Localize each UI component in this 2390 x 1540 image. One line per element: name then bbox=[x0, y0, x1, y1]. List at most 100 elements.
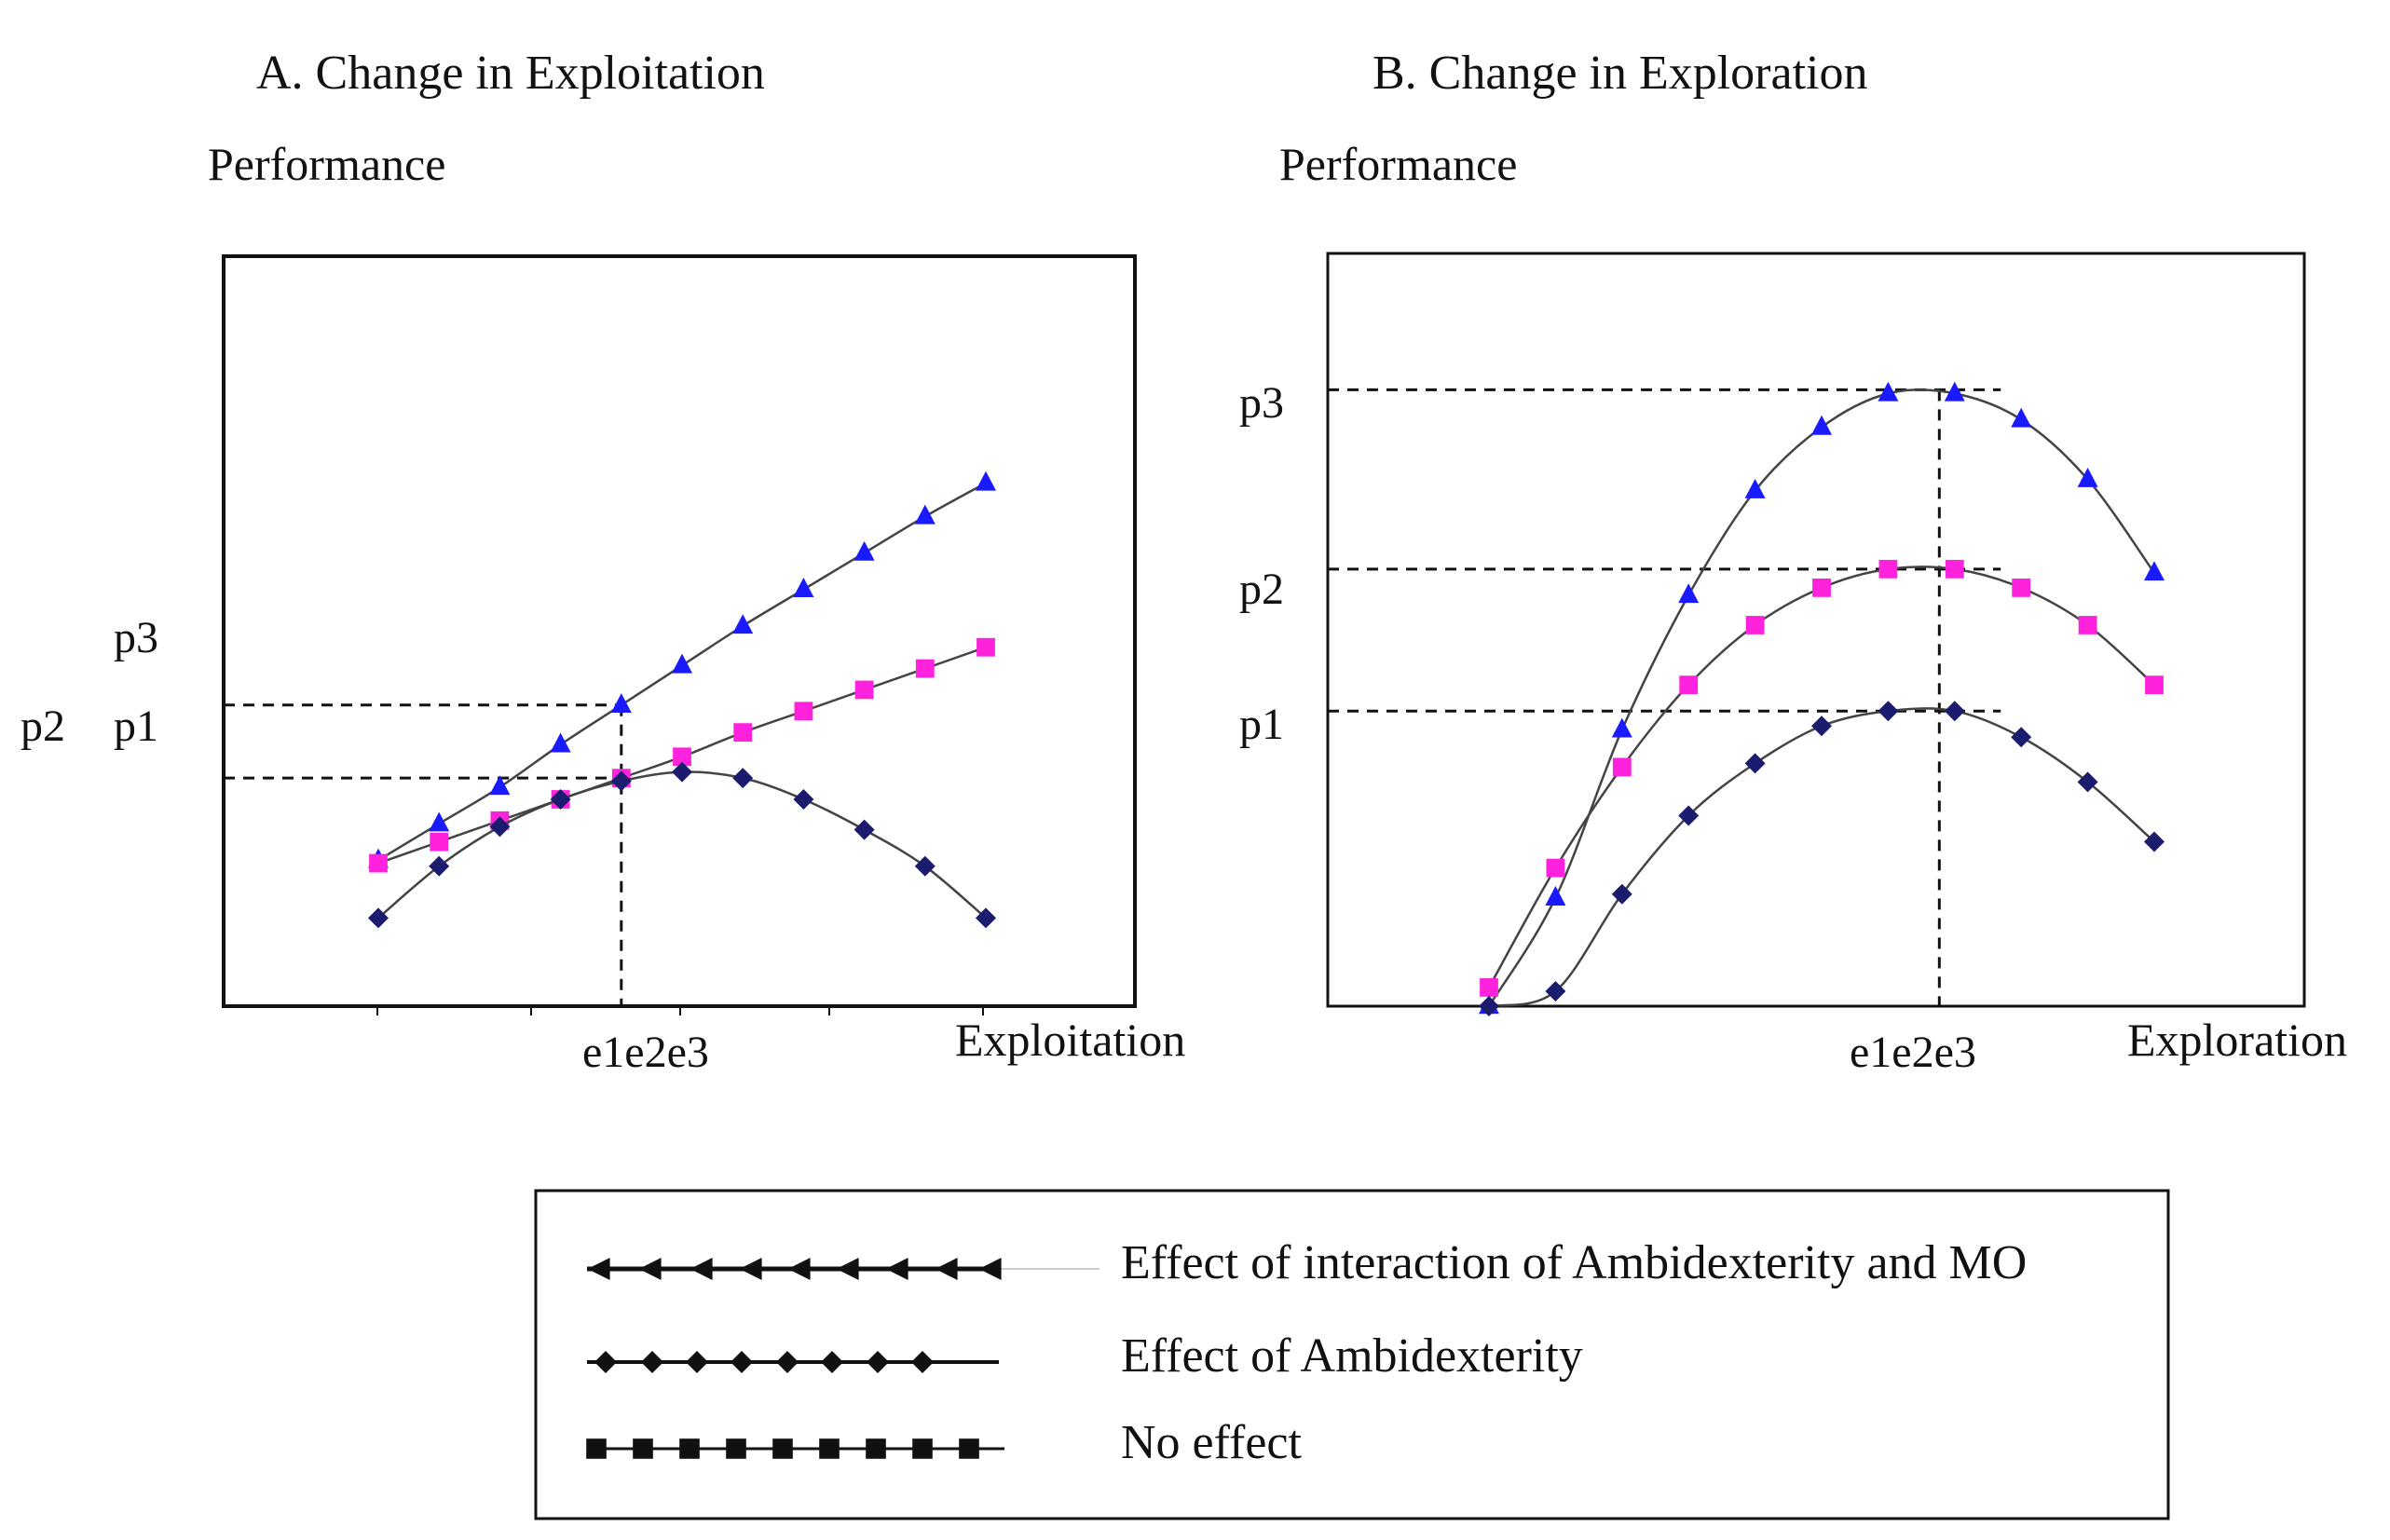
data-point-diamond bbox=[368, 907, 389, 929]
data-point-diamond bbox=[1811, 715, 1832, 737]
panel-a-reference-lines bbox=[224, 703, 623, 1006]
data-point-square bbox=[1612, 757, 1632, 777]
data-point-triangle-left bbox=[978, 1258, 1002, 1280]
legend-label-no-effect: No effect bbox=[1121, 1416, 1302, 1469]
data-point-square bbox=[915, 659, 935, 678]
panel-a-y-tick-p2: p2 bbox=[20, 702, 65, 751]
data-point-triangle bbox=[1744, 478, 1766, 498]
data-point-triangle bbox=[2011, 407, 2032, 428]
data-point-triangle bbox=[793, 578, 814, 597]
data-point-triangle bbox=[732, 614, 754, 634]
data-point-square bbox=[733, 723, 753, 743]
data-point-triangle bbox=[1611, 717, 1632, 738]
data-point-triangle-left bbox=[638, 1258, 662, 1280]
panel-a-y-tick-p1: p1 bbox=[114, 702, 158, 751]
data-point-diamond bbox=[550, 788, 571, 810]
data-point-diamond bbox=[672, 761, 692, 783]
panel-b-x-label: Exploration bbox=[2127, 1014, 2347, 1066]
data-point-square bbox=[959, 1438, 979, 1459]
data-point-triangle-left bbox=[787, 1258, 811, 1280]
legend: Effect of interaction of Ambidexterity a… bbox=[534, 1189, 2170, 1520]
data-point-triangle-left bbox=[935, 1258, 958, 1280]
data-point-diamond bbox=[489, 816, 511, 838]
data-point-square bbox=[430, 832, 449, 852]
data-point-triangle-left bbox=[690, 1258, 713, 1280]
data-point-triangle bbox=[1545, 886, 1566, 906]
data-point-diamond bbox=[911, 1351, 934, 1373]
legend-markers-diamond bbox=[594, 1351, 934, 1373]
data-point-diamond bbox=[776, 1351, 799, 1373]
panel-b-y-label: Performance bbox=[1279, 138, 1517, 190]
data-point-triangle bbox=[1678, 583, 1700, 604]
data-point-square bbox=[633, 1438, 653, 1459]
legend-frame bbox=[534, 1189, 2170, 1520]
data-point-triangle bbox=[610, 693, 632, 714]
data-point-square bbox=[976, 637, 995, 657]
data-point-triangle bbox=[1811, 415, 1832, 435]
data-point-diamond bbox=[1678, 805, 1700, 826]
panel-b-exploration: B. Change in Exploration Performance Exp… bbox=[1239, 47, 2347, 1077]
data-point-square bbox=[854, 680, 874, 700]
panel-a-x-axis-ticks bbox=[376, 1006, 984, 1015]
legend-markers-triangle bbox=[587, 1258, 1002, 1280]
panel-b-series bbox=[1479, 381, 2165, 1016]
data-point-triangle-left bbox=[587, 1258, 610, 1280]
data-point-triangle bbox=[1944, 381, 1965, 402]
series-line-diamond bbox=[377, 770, 987, 920]
data-point-triangle bbox=[429, 811, 450, 832]
panel-b-x-tick-e: e1e2e3 bbox=[1850, 1028, 1976, 1077]
legend-entry-ambidexterity: Effect of Ambidexterity bbox=[587, 1329, 1583, 1383]
data-point-triangle bbox=[1878, 381, 1899, 402]
data-point-square bbox=[726, 1438, 746, 1459]
legend-entry-no-effect: No effect bbox=[586, 1416, 1302, 1469]
data-point-diamond bbox=[594, 1351, 617, 1373]
series-line-diamond bbox=[1488, 707, 2155, 1008]
data-point-diamond bbox=[1611, 883, 1632, 905]
legend-label-interaction: Effect of interaction of Ambidexterity a… bbox=[1121, 1236, 2027, 1289]
panel-b-y-tick-p2: p2 bbox=[1239, 565, 1284, 614]
panel-b-y-tick-p3: p3 bbox=[1239, 378, 1284, 428]
legend-entry-interaction: Effect of interaction of Ambidexterity a… bbox=[587, 1236, 2027, 1289]
data-point-diamond bbox=[2144, 831, 2165, 852]
legend-label-ambidexterity: Effect of Ambidexterity bbox=[1121, 1329, 1583, 1383]
legend-markers-square bbox=[586, 1438, 979, 1459]
data-point-diamond bbox=[2077, 771, 2098, 793]
data-point-diamond bbox=[641, 1351, 663, 1373]
data-point-triangle bbox=[2144, 561, 2165, 581]
panel-b-reference-lines bbox=[1328, 388, 2001, 1006]
data-point-square bbox=[1745, 616, 1765, 634]
data-point-square bbox=[772, 1438, 793, 1459]
data-point-square bbox=[2145, 675, 2164, 695]
data-point-triangle bbox=[489, 775, 511, 796]
data-point-diamond bbox=[821, 1351, 843, 1373]
data-point-diamond bbox=[867, 1351, 889, 1373]
panel-a-series bbox=[368, 470, 996, 929]
data-point-square bbox=[673, 747, 691, 767]
data-point-diamond bbox=[731, 1351, 753, 1373]
data-point-diamond bbox=[686, 1351, 708, 1373]
data-point-square bbox=[1945, 559, 1964, 579]
data-point-triangle-left bbox=[836, 1258, 859, 1280]
data-point-square bbox=[679, 1438, 700, 1459]
data-point-square bbox=[1812, 578, 1831, 597]
data-point-triangle bbox=[550, 732, 571, 753]
data-point-triangle bbox=[672, 653, 692, 674]
data-point-diamond bbox=[429, 855, 450, 877]
data-point-triangle bbox=[914, 504, 936, 525]
data-point-square bbox=[794, 702, 813, 721]
panel-a-title: A. Change in Exploitation bbox=[256, 47, 765, 100]
series-line-square bbox=[1487, 566, 2155, 988]
data-point-diamond bbox=[1545, 980, 1566, 1002]
data-point-triangle-left bbox=[885, 1258, 908, 1280]
data-point-diamond bbox=[914, 855, 936, 877]
data-point-diamond bbox=[610, 770, 632, 792]
data-point-diamond bbox=[2011, 727, 2032, 748]
panel-b-title: B. Change in Exploration bbox=[1373, 47, 1867, 100]
data-point-square bbox=[1546, 858, 1565, 878]
data-point-diamond bbox=[1479, 996, 1499, 1016]
data-point-square bbox=[2012, 578, 2031, 597]
data-point-diamond bbox=[793, 788, 814, 810]
panel-a-x-tick-e: e1e2e3 bbox=[582, 1028, 709, 1077]
data-point-diamond bbox=[1944, 701, 1965, 722]
data-point-square bbox=[369, 853, 388, 873]
